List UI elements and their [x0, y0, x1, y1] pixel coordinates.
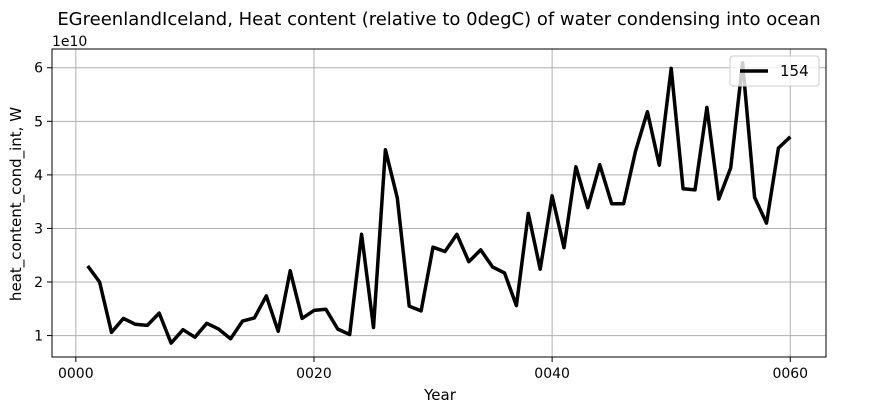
y-tick-label: 2	[34, 275, 43, 291]
legend-label: 154	[780, 62, 809, 80]
legend: 154	[729, 55, 820, 87]
x-axis-label: Year	[423, 386, 457, 404]
plot-frame	[51, 48, 827, 358]
axis-ticks: 0000 0020 0040 0060 1 2 3 4 5 6	[34, 61, 808, 382]
y-axis-multiplier: 1e10	[52, 34, 87, 50]
x-tick-label: 0060	[772, 366, 808, 382]
x-tick-label: 0040	[534, 366, 570, 382]
y-tick-label: 4	[34, 168, 43, 184]
chart-title: EGreenlandIceland, Heat content (relativ…	[57, 9, 820, 30]
y-tick-label: 3	[34, 221, 43, 237]
y-tick-label: 1	[34, 329, 43, 345]
grid	[52, 49, 826, 357]
x-tick-label: 0020	[296, 366, 332, 382]
y-axis-label: heat_content_cond_int, W	[7, 107, 26, 301]
series-line-154	[86, 61, 792, 345]
legend-box	[729, 55, 820, 87]
y-tick-label: 6	[34, 61, 43, 77]
x-tick-label: 0000	[58, 366, 94, 382]
y-tick-label: 5	[34, 114, 43, 130]
